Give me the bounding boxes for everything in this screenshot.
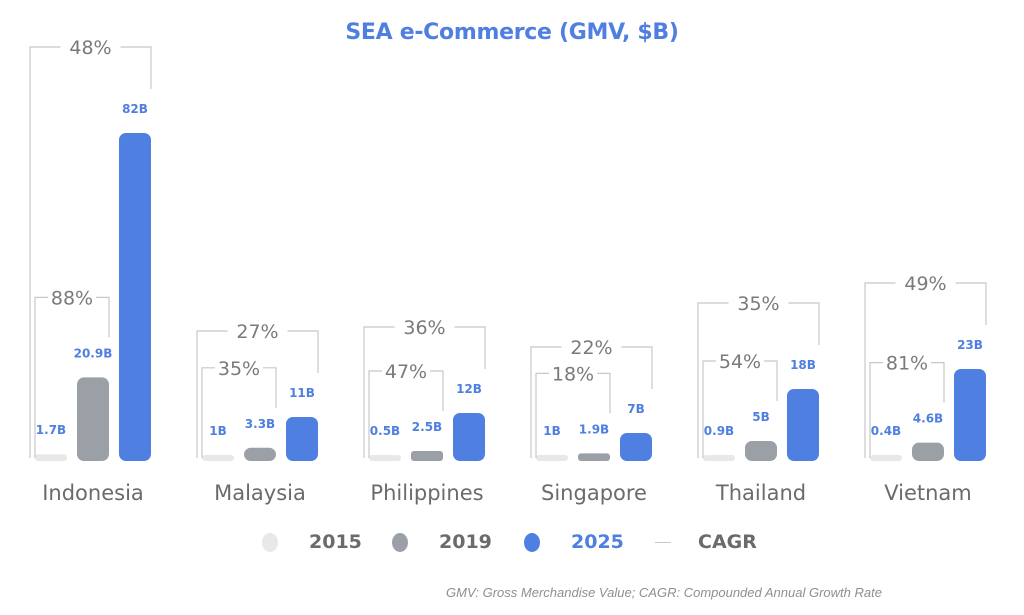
legend-item-2019: 2019 <box>392 527 492 557</box>
cagr-label-2015-2025: 49% <box>904 273 946 295</box>
cagr-bracket-long <box>621 346 653 389</box>
bar-2019 <box>244 447 276 461</box>
value-label: 0.4B <box>871 424 901 438</box>
legend-line-cagr-icon <box>655 541 671 543</box>
value-label: 20.9B <box>74 346 113 360</box>
bar-2025 <box>453 413 485 461</box>
cagr-bracket-long <box>120 46 152 89</box>
bar-2025 <box>620 433 652 461</box>
value-label: 12B <box>456 382 482 396</box>
legend-item-2025: 2025 <box>524 527 624 557</box>
cagr-bracket-short <box>430 370 444 411</box>
country-label: Malaysia <box>214 481 306 505</box>
legend-label: 2015 <box>309 531 362 553</box>
cagr-bracket-long <box>196 330 228 458</box>
bar-2025 <box>954 369 986 461</box>
legend-dot-2019-icon <box>392 532 408 552</box>
cagr-bracket-short <box>931 362 945 403</box>
value-label: 7B <box>627 402 645 416</box>
cagr-bracket-long <box>29 46 61 458</box>
value-label: 2.5B <box>412 420 442 434</box>
bar-2019 <box>745 441 777 461</box>
country-label: Philippines <box>370 481 483 505</box>
country-label: Singapore <box>541 481 647 505</box>
cagr-bracket-short <box>201 367 215 458</box>
legend-dot-2025-icon <box>524 532 540 552</box>
country-label: Indonesia <box>42 481 144 505</box>
value-label: 1B <box>209 424 227 438</box>
bar-2015 <box>369 455 401 461</box>
country-label: Thailand <box>715 481 806 505</box>
bar-2015 <box>536 455 568 461</box>
cagr-label-2015-2025: 35% <box>737 293 779 315</box>
bar-2025 <box>119 133 151 461</box>
cagr-bracket-short <box>263 367 277 408</box>
cagr-bracket-short <box>368 370 382 458</box>
cagr-bracket-long <box>788 302 820 345</box>
bar-2015 <box>870 455 902 461</box>
cagr-bracket-long <box>864 282 896 458</box>
bar-2025 <box>286 417 318 461</box>
cagr-bracket-long <box>454 326 486 369</box>
legend-item-2015: 2015 <box>262 527 362 557</box>
cagr-label-2015-2019: 54% <box>719 351 761 373</box>
cagr-bracket-long <box>287 330 319 373</box>
value-label: 1.9B <box>579 422 609 436</box>
cagr-bracket-short <box>597 372 611 414</box>
value-label: 4.6B <box>913 412 943 426</box>
value-label: 23B <box>957 338 983 352</box>
legend: 2015 2019 2025 CAGR <box>0 527 1024 557</box>
bar-2019 <box>77 377 109 461</box>
value-label: 1.7B <box>36 423 66 437</box>
cagr-label-2015-2025: 48% <box>69 37 111 59</box>
bar-2019 <box>912 442 944 461</box>
legend-label: 2025 <box>571 531 624 553</box>
footnote: GMV: Gross Merchandise Value; CAGR: Comp… <box>446 585 882 600</box>
legend-item-cagr: CAGR <box>655 527 757 557</box>
chart-title: SEA e-Commerce (GMV, $B) <box>345 20 679 45</box>
cagr-bracket-short <box>702 360 716 458</box>
cagr-bracket-short <box>764 360 778 401</box>
cagr-bracket-long <box>955 282 987 325</box>
bar-2015 <box>202 455 234 461</box>
cagr-bracket-long <box>363 326 395 458</box>
cagr-label-2015-2025: 22% <box>570 337 612 359</box>
cagr-label-2015-2019: 47% <box>385 361 427 383</box>
cagr-label-2015-2019: 88% <box>51 287 93 309</box>
cagr-bracket-long <box>530 346 562 458</box>
value-label: 82B <box>122 102 148 116</box>
cagr-label-2015-2019: 18% <box>552 363 594 385</box>
value-label: 1B <box>543 424 561 438</box>
bar-2015 <box>703 455 735 461</box>
bar-2015 <box>35 454 67 461</box>
cagr-bracket-short <box>96 296 110 338</box>
bar-2019 <box>578 453 610 461</box>
legend-label: 2019 <box>439 531 492 553</box>
bar-2025 <box>787 389 819 461</box>
cagr-label-2015-2025: 27% <box>236 321 278 343</box>
value-label: 0.9B <box>704 424 734 438</box>
value-label: 11B <box>289 386 315 400</box>
country-label: Vietnam <box>884 481 972 505</box>
value-label: 0.5B <box>370 424 400 438</box>
cagr-label-2015-2025: 36% <box>403 317 445 339</box>
cagr-bracket-long <box>697 302 729 458</box>
cagr-label-2015-2019: 35% <box>218 358 260 380</box>
cagr-label-2015-2019: 81% <box>886 353 928 375</box>
cagr-bracket-short <box>535 372 549 458</box>
value-label: 3.3B <box>245 417 275 431</box>
value-label: 18B <box>790 358 816 372</box>
bar-2019 <box>411 451 443 461</box>
cagr-bracket-short <box>869 362 883 458</box>
legend-label: CAGR <box>698 531 757 553</box>
cagr-bracket-short <box>34 296 48 458</box>
legend-dot-2015-icon <box>262 532 278 552</box>
value-label: 5B <box>752 410 770 424</box>
